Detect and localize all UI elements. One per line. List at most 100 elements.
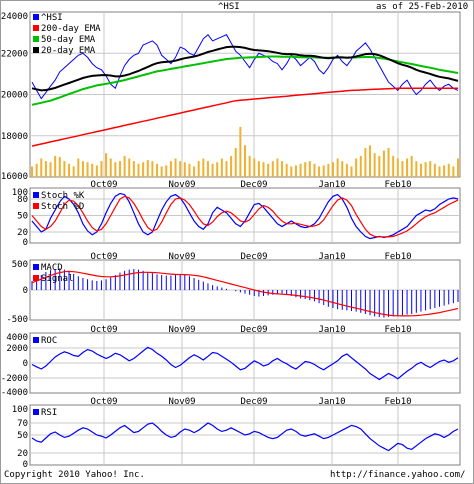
- volume-bar: [77, 158, 80, 177]
- volume-bar: [234, 147, 237, 177]
- volume-bar: [95, 165, 98, 177]
- x-tick-label: Feb10: [384, 252, 411, 262]
- y-tick-label: 0: [23, 238, 28, 248]
- series-line-rsi: [31, 422, 459, 452]
- volume-bar: [271, 161, 274, 177]
- volume-bar: [244, 145, 246, 177]
- legend-label: Stoch %K: [41, 191, 85, 201]
- x-tick-label: Jan10: [318, 252, 345, 262]
- volume-bar: [174, 158, 177, 177]
- volume-bar: [267, 163, 270, 177]
- y-tick-label: 22000: [1, 49, 28, 59]
- x-tick-label: Dec09: [240, 325, 267, 335]
- volume-bar: [137, 163, 140, 177]
- volume-bar: [31, 166, 33, 177]
- x-tick-label: Nov09: [168, 252, 195, 262]
- y-tick-label: 500: [12, 260, 28, 270]
- legend-swatch: [33, 36, 39, 42]
- legend-swatch: [33, 47, 39, 53]
- volume-bar: [216, 162, 219, 177]
- volume-bar: [193, 166, 196, 177]
- volume-bar: [142, 162, 145, 177]
- volume-bar: [49, 162, 52, 177]
- volume-bar: [257, 161, 260, 177]
- volume-bar: [290, 166, 293, 177]
- volume-bar: [188, 163, 191, 177]
- legend-label: Signal: [41, 274, 74, 284]
- legend-swatch: [33, 192, 39, 198]
- y-tick-label: 20: [17, 449, 28, 459]
- x-tick-label: Jan10: [318, 325, 345, 335]
- volume-bar: [63, 161, 66, 177]
- x-tick-label: Oct09: [90, 180, 117, 190]
- volume-bar: [396, 158, 399, 177]
- x-tick-label: Jan10: [318, 180, 345, 190]
- volume-bar: [230, 155, 233, 177]
- volume-bar: [443, 165, 446, 177]
- volume-bar: [68, 163, 71, 177]
- legend-label: RSI: [41, 408, 57, 418]
- series-line-stoch-d: [31, 195, 459, 238]
- volume-bar: [123, 155, 126, 177]
- volume-bar: [452, 166, 455, 177]
- volume-bar: [355, 158, 358, 177]
- volume-bar: [118, 161, 121, 177]
- legend-swatch: [33, 264, 39, 270]
- volume-bar: [262, 162, 265, 177]
- x-tick-label: Oct09: [90, 252, 117, 262]
- volume-bar: [308, 161, 311, 177]
- volume-bar: [304, 162, 307, 177]
- volume-bar: [438, 166, 441, 177]
- volume-bar: [248, 155, 251, 177]
- volume-bar: [58, 156, 61, 177]
- volume-bar: [105, 153, 108, 177]
- volume-bar: [202, 158, 205, 177]
- volume-bar: [369, 145, 372, 177]
- y-tick-label: 80: [17, 195, 28, 205]
- x-tick-label: Dec09: [240, 397, 267, 407]
- legend-label: 200-day EMA: [41, 24, 101, 34]
- volume-bar: [128, 158, 131, 177]
- y-tick-label: -500: [6, 315, 28, 325]
- volume-bar: [72, 166, 75, 177]
- volume-bar: [211, 163, 214, 177]
- x-tick-label: Dec09: [240, 252, 267, 262]
- legend-label: 20-day EMA: [41, 46, 96, 56]
- legend-swatch: [33, 409, 39, 415]
- series-line-200-day-ema: [31, 87, 458, 147]
- legend-label: ^HSI: [41, 13, 63, 23]
- y-tick-label: 50: [17, 431, 28, 441]
- volume-bar: [331, 162, 334, 177]
- volume-bar: [299, 163, 302, 177]
- volume-bar: [382, 150, 385, 177]
- volume-bar: [86, 162, 89, 177]
- series-line-hsi: [31, 33, 459, 100]
- volume-bar: [81, 161, 84, 177]
- legend-swatch: [33, 25, 39, 31]
- series-line-20-day-ema: [31, 45, 459, 92]
- y-tick-label: 2000: [6, 344, 28, 354]
- volume-bar: [253, 158, 256, 177]
- y-tick-label: -4000: [1, 388, 28, 398]
- y-tick-label: 20: [17, 228, 28, 238]
- legend-swatch: [33, 14, 39, 20]
- series-line-roc: [31, 346, 459, 381]
- volume-bar: [373, 153, 376, 177]
- volume-bar: [387, 147, 390, 177]
- volume-bar: [401, 161, 404, 177]
- x-tick-label: Nov09: [168, 180, 195, 190]
- volume-bar: [151, 161, 154, 177]
- legend-swatch: [33, 203, 39, 209]
- y-tick-label: 100: [12, 405, 28, 415]
- volume-bar: [100, 161, 103, 177]
- volume-bar: [424, 162, 427, 177]
- volume-bar: [419, 163, 422, 177]
- x-tick-label: Oct09: [90, 397, 117, 407]
- y-tick-label: 0: [23, 359, 28, 369]
- volume-bar: [350, 166, 353, 177]
- volume-bar: [327, 163, 330, 177]
- x-tick-label: Nov09: [168, 397, 195, 407]
- x-tick-label: Feb10: [384, 180, 411, 190]
- volume-bar: [276, 158, 279, 177]
